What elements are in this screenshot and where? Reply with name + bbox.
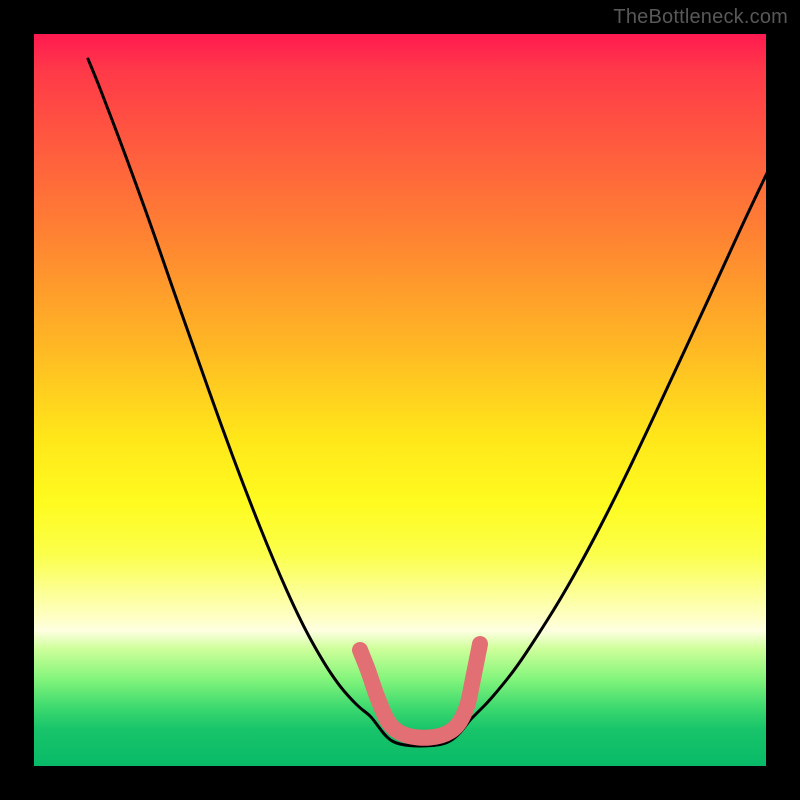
- watermark-text: TheBottleneck.com: [613, 6, 788, 29]
- chart-frame: TheBottleneck.com: [0, 0, 800, 800]
- plot-area: [34, 34, 766, 766]
